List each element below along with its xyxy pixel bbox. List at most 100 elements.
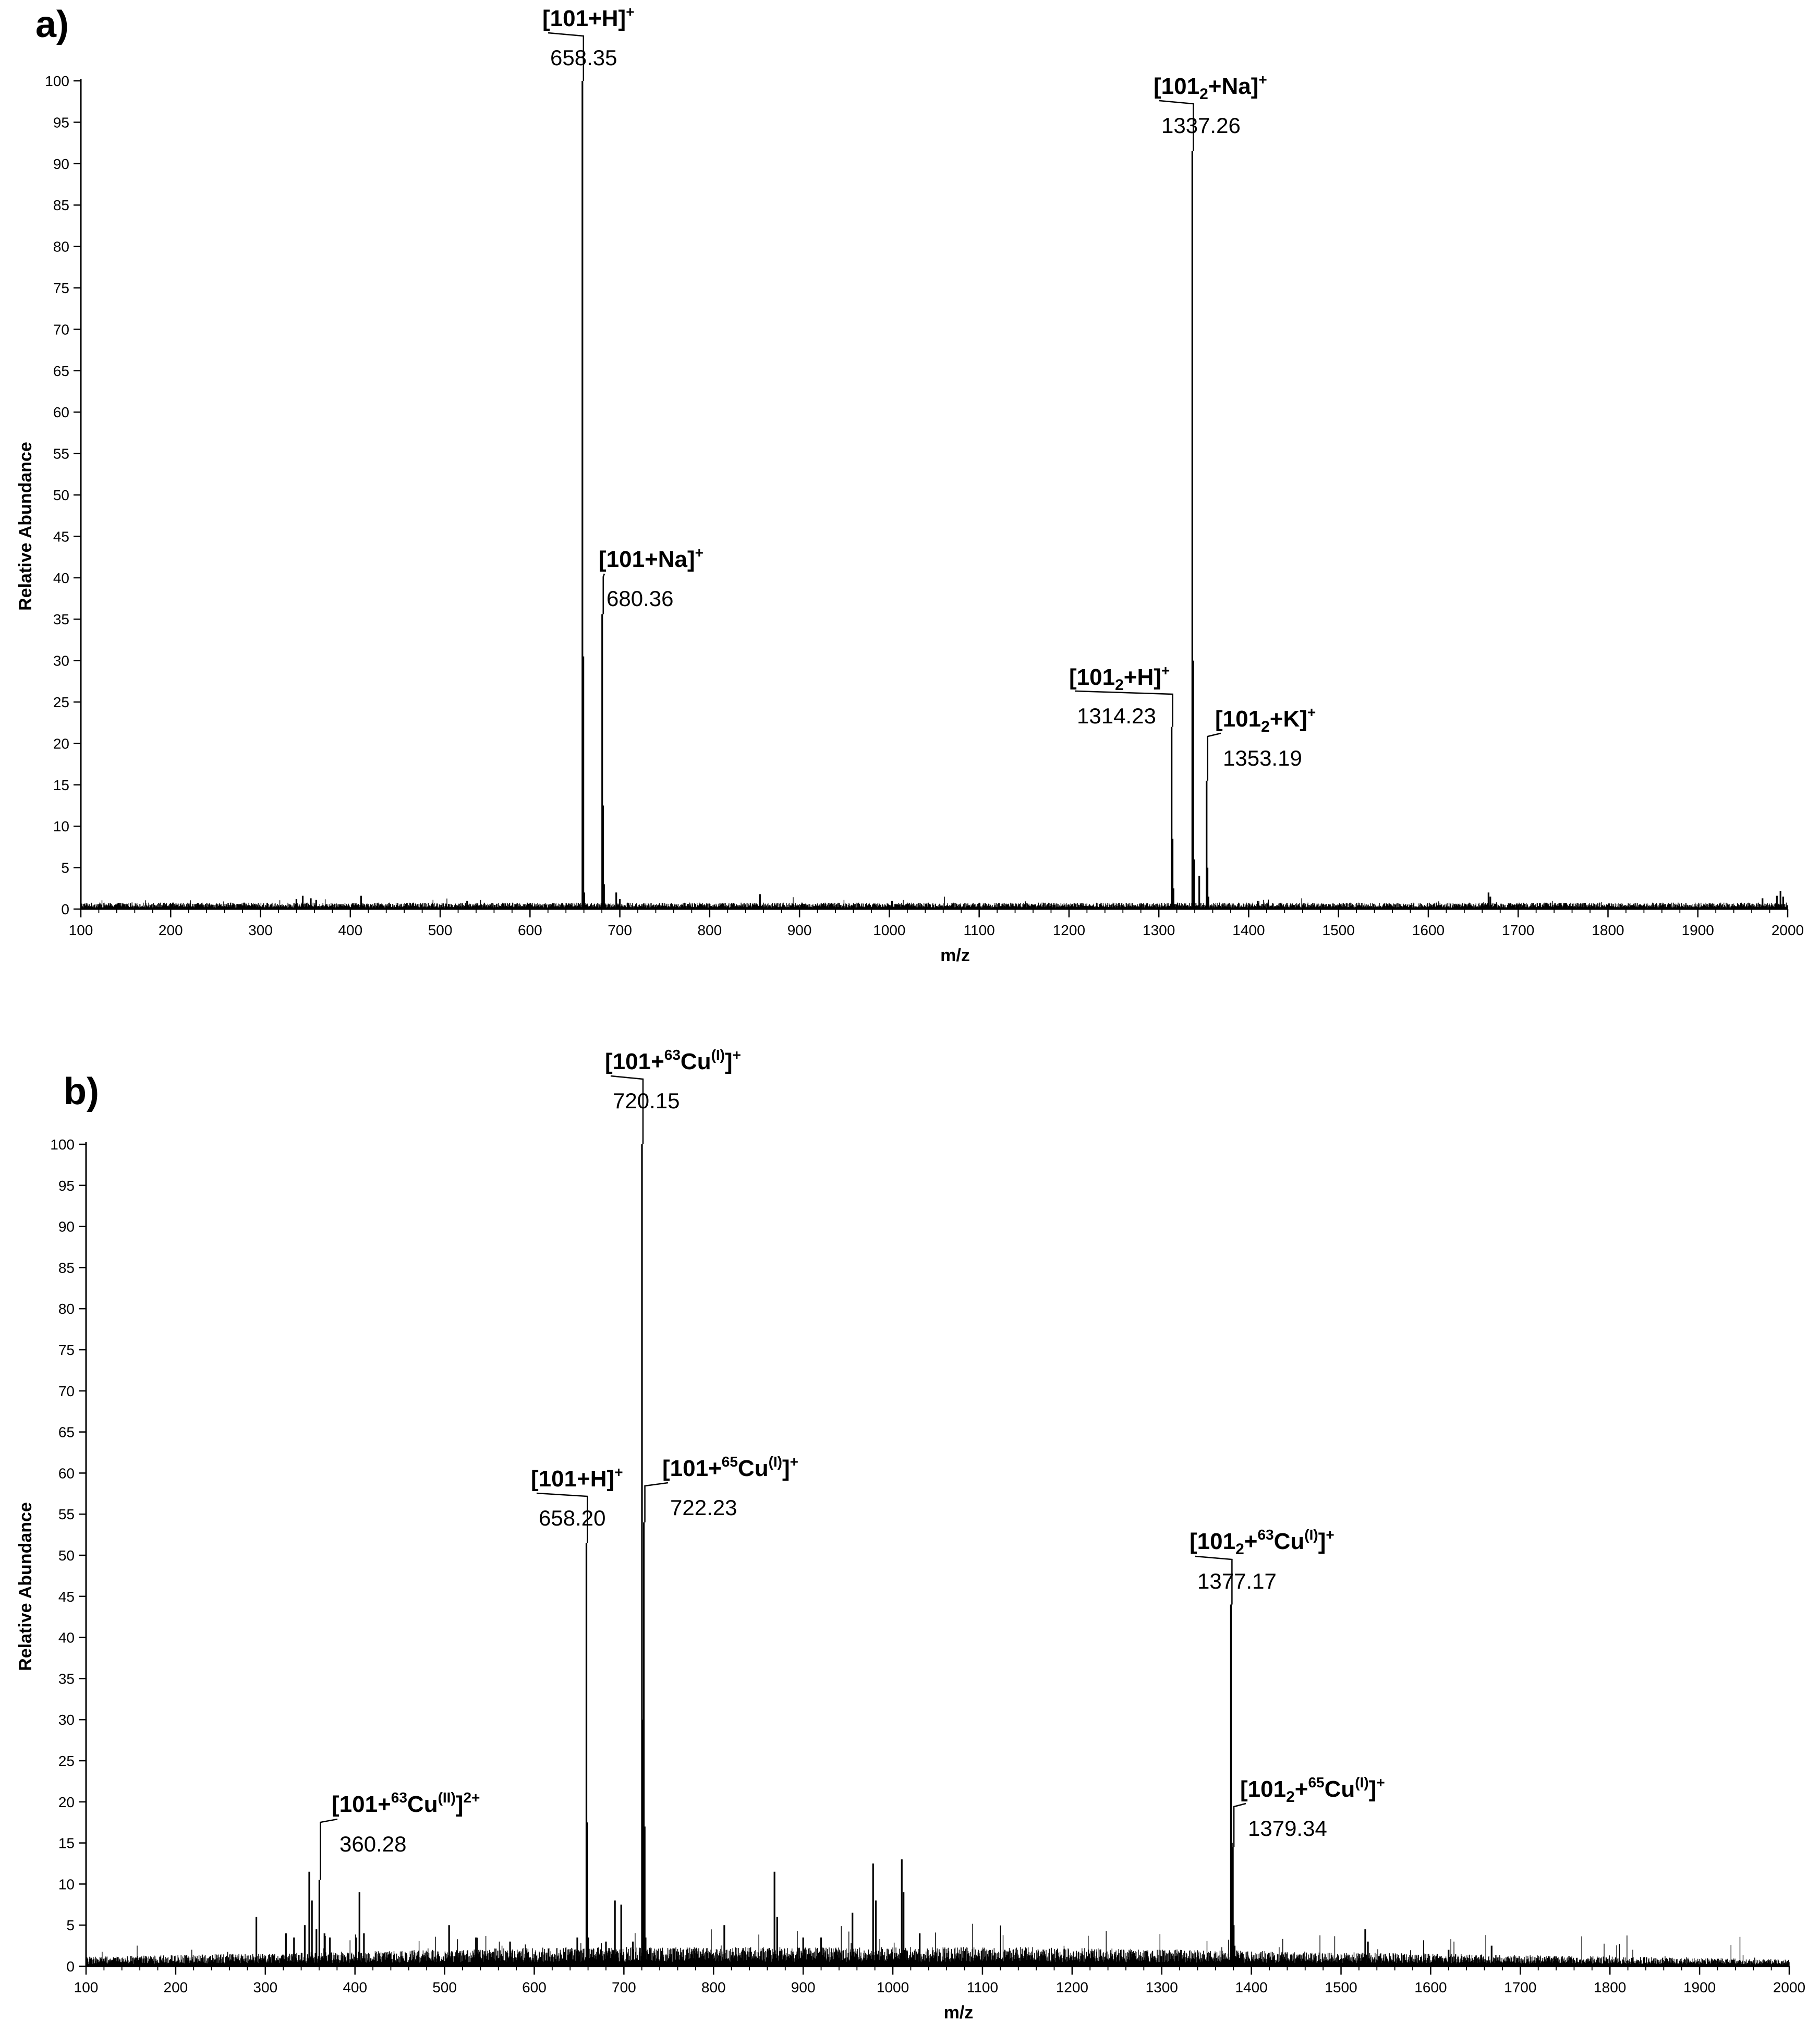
x-tick-label: 100 [74, 1979, 99, 1995]
y-tick-label: 70 [58, 1383, 75, 1399]
x-tick-label: 1700 [1504, 1979, 1536, 1995]
x-tick-label: 500 [432, 1979, 457, 1995]
spectrum-chart-b: 0 5 10 15 20 25 30 35 40 45 50 55 60 65 70 75 80 85 90 95 10… [16, 1047, 1805, 2023]
y-tick-label: 35 [58, 1671, 75, 1687]
y-tick-label: 100 [45, 73, 69, 89]
x-tick-label: 600 [518, 922, 542, 938]
y-tick-label: 55 [53, 446, 69, 462]
peak-name-label: [101+H]+ [542, 4, 635, 31]
annotation-leader [1074, 690, 1173, 727]
peak-name-label: [101+65Cu(I)]+ [662, 1454, 798, 1481]
x-tick-label: 1700 [1502, 922, 1534, 938]
x-tick-label: 100 [69, 922, 93, 938]
y-tick-label: 65 [58, 1424, 75, 1441]
x-tick-label: 900 [787, 922, 812, 938]
x-tick-label: 1500 [1325, 1979, 1357, 1995]
x-tick-label: 1600 [1414, 1979, 1447, 1995]
y-tick-label: 5 [61, 860, 69, 876]
y-tick-label: 75 [53, 280, 69, 296]
peak-value-label: 658.20 [539, 1506, 605, 1530]
x-tick-label: 800 [701, 1979, 726, 1995]
y-tick-label: 0 [61, 901, 69, 917]
y-tick-label: 30 [53, 653, 69, 669]
y-axis-label: Relative Abundance [16, 442, 35, 611]
y-tick-label: 85 [58, 1260, 75, 1276]
x-tick-label: 200 [159, 922, 183, 938]
x-tick-label: 300 [248, 922, 273, 938]
peak-value-label: 360.28 [339, 1832, 406, 1856]
y-tick-label: 95 [53, 114, 69, 130]
y-tick-label: 45 [53, 528, 69, 544]
peak-value-label: 1337.26 [1161, 113, 1241, 138]
peak-name-label: [101+H]+ [531, 1464, 623, 1492]
x-tick-label: 400 [343, 1979, 367, 1995]
annotation-leader [1195, 1555, 1233, 1605]
x-tick-label: 300 [253, 1979, 277, 1995]
peak-value-label: 680.36 [606, 586, 673, 611]
annotation-leader [320, 1818, 338, 1880]
x-tick-label: 2000 [1773, 1979, 1805, 1995]
x-tick-label: 1900 [1682, 922, 1714, 938]
y-tick-label: 90 [58, 1219, 75, 1235]
y-tick-label: 50 [53, 487, 69, 503]
y-tick-label: 25 [53, 694, 69, 710]
x-tick-label: 700 [608, 922, 632, 938]
y-tick-label: 95 [58, 1178, 75, 1194]
peak-name-label: [101+Na]+ [599, 544, 703, 572]
x-tick-label: 1000 [877, 1979, 909, 1995]
y-tick-label: 30 [58, 1712, 75, 1728]
x-tick-label: 1300 [1146, 1979, 1178, 1995]
y-tick-label: 90 [53, 156, 69, 172]
y-tick-label: 5 [66, 1917, 75, 1933]
panel-label-a: a) [35, 4, 69, 45]
y-tick-label: 50 [58, 1547, 75, 1564]
x-tick-label: 1900 [1683, 1979, 1716, 1995]
annotation-leader [1207, 732, 1221, 781]
x-tick-label: 500 [428, 922, 453, 938]
y-tick-label: 85 [53, 197, 69, 213]
peak-name-label: [1012+Na]+ [1154, 71, 1267, 103]
y-tick-label: 55 [58, 1506, 75, 1522]
y-tick-label: 40 [53, 570, 69, 586]
peak-name-label: [101+63Cu(I)]+ [605, 1047, 741, 1074]
x-tick-label: 1000 [873, 922, 905, 938]
x-axis-label: m/z [940, 946, 970, 965]
x-tick-label: 1500 [1322, 922, 1355, 938]
x-tick-label: 900 [791, 1979, 816, 1995]
x-tick-label: 1800 [1592, 922, 1624, 938]
x-tick-label: 1100 [967, 1979, 998, 1995]
peak-name-label: [1012+65Cu(I)]+ [1240, 1774, 1385, 1806]
annotation-leader [1233, 1802, 1246, 1847]
spectrum-chart-a: 0 5 10 15 20 25 30 35 40 45 50 55 60 65 70 75 80 85 90 95 10… [16, 4, 1804, 965]
y-tick-label: 75 [58, 1342, 75, 1358]
y-tick-label: 45 [58, 1589, 75, 1605]
y-tick-label: 15 [58, 1835, 75, 1852]
peak-value-label: 1377.17 [1197, 1569, 1277, 1593]
x-tick-label: 1200 [1056, 1979, 1088, 1995]
panel-label-b: b) [64, 1071, 99, 1112]
x-tick-label: 1400 [1232, 922, 1265, 938]
annotation-leader [610, 1075, 644, 1144]
y-tick-label: 40 [58, 1630, 75, 1646]
x-tick-label: 200 [164, 1979, 188, 1995]
x-tick-label: 700 [612, 1979, 636, 1995]
peak-value-label: 722.23 [670, 1495, 737, 1520]
y-tick-label: 15 [53, 777, 69, 793]
x-tick-label: 1100 [964, 922, 995, 938]
y-tick-label: 10 [58, 1876, 75, 1892]
peak-name-label: [1012+H]+ [1069, 662, 1170, 694]
annotation-leader [536, 1492, 588, 1543]
y-tick-label: 100 [50, 1136, 75, 1153]
spectrum-noise [86, 1923, 1790, 1966]
annotation-leader [1159, 100, 1194, 151]
x-tick-label: 1200 [1053, 922, 1085, 938]
peak-name-label: [1012+63Cu(I)]+ [1190, 1527, 1334, 1558]
y-tick-label: 60 [53, 404, 69, 420]
peak-value-label: 1379.34 [1248, 1816, 1327, 1841]
x-axis-label: m/z [944, 2003, 974, 2023]
y-tick-label: 20 [58, 1794, 75, 1810]
y-tick-label: 70 [53, 321, 69, 337]
spectrum-noise [80, 897, 1788, 909]
peak-value-label: 1314.23 [1077, 704, 1156, 728]
